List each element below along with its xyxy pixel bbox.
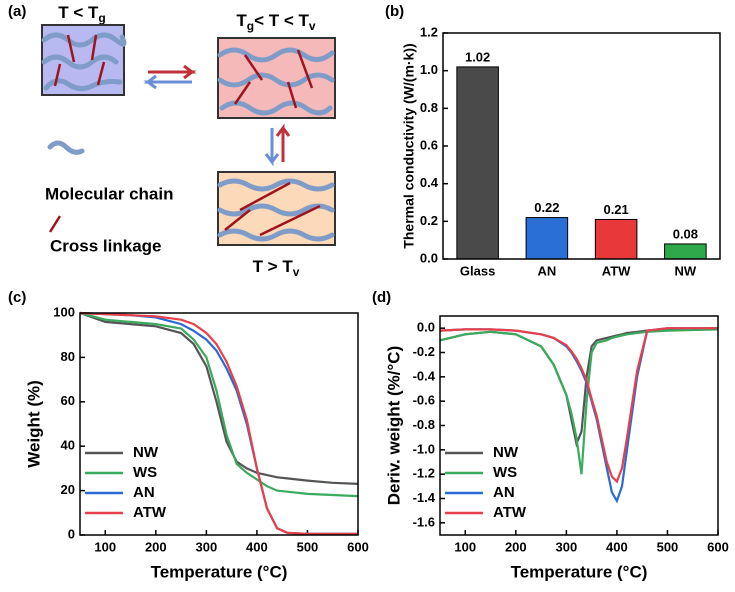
x-tick-label: 300 — [556, 539, 578, 554]
bar — [456, 66, 499, 260]
x-tick-label: AN — [537, 263, 556, 278]
x-tick-label: 400 — [606, 539, 628, 554]
x-tick-label: Glass — [460, 263, 495, 278]
value-label: 0.22 — [534, 200, 559, 215]
panel-label: (c) — [8, 289, 26, 306]
legend-label: AN — [133, 484, 155, 501]
legend-label: NW — [493, 444, 519, 461]
y-tick-label: 1.0 — [420, 62, 438, 77]
y-tick-label: 0.0 — [417, 320, 435, 335]
x-tick-label: 200 — [145, 539, 167, 554]
state-label: Tg< T < Tv — [236, 11, 316, 33]
value-label: 0.08 — [673, 226, 698, 241]
y-axis-label: Deriv. weight (%/°C) — [384, 346, 403, 506]
y-tick-label: -1.0 — [413, 441, 435, 456]
line — [79, 311, 359, 498]
y-tick-label: 100 — [53, 304, 75, 319]
y-tick-label: 0.2 — [420, 213, 438, 228]
y-tick-label: -0.8 — [413, 417, 435, 432]
x-axis-label: Temperature (°C) — [151, 562, 288, 581]
y-tick-label: 0 — [68, 526, 75, 541]
bar — [525, 217, 569, 260]
cross-links — [48, 34, 321, 237]
legend-label: ATW — [133, 504, 167, 521]
y-tick-label: 1.2 — [420, 24, 438, 39]
y-axis-label: Weight (%) — [24, 380, 43, 468]
line — [439, 327, 718, 504]
x-tick-label: 500 — [297, 539, 319, 554]
line — [439, 327, 719, 448]
bar — [594, 218, 638, 260]
y-tick-label: 20 — [61, 482, 75, 497]
line — [79, 311, 358, 535]
x-tick-label: ATW — [602, 263, 631, 278]
x-tick-label: 500 — [657, 539, 679, 554]
y-tick-label: 0.6 — [420, 137, 438, 152]
legend-label: NW — [133, 444, 159, 461]
x-tick-label: 600 — [707, 539, 729, 554]
plot-frame — [442, 32, 721, 260]
state-label: T < Tg — [58, 3, 106, 25]
legend-label: WS — [493, 464, 517, 481]
value-label: 1.02 — [465, 49, 490, 64]
legend-label: AN — [493, 484, 515, 501]
x-tick-label: 200 — [505, 539, 527, 554]
line — [79, 311, 358, 535]
panel-label: (b) — [385, 3, 404, 20]
x-tick-label: 600 — [347, 539, 369, 554]
line — [439, 328, 719, 475]
legend-text: Cross linkage — [50, 236, 162, 255]
value-label: 0.21 — [603, 202, 628, 217]
diagram: (a) T < Tg Tg< T < Tv T > Tv Molecular c… — [8, 3, 336, 279]
y-tick-label: -0.4 — [413, 368, 436, 383]
y-tick-label: 0.8 — [420, 100, 438, 115]
y-tick-label: -0.6 — [413, 393, 435, 408]
legend-label: ATW — [493, 504, 527, 521]
x-tick-label: 100 — [454, 539, 476, 554]
panel-label: (a) — [8, 3, 26, 20]
plot-frame — [79, 312, 359, 536]
y-tick-label: 80 — [61, 349, 75, 364]
x-axis-label: Temperature (°C) — [511, 562, 648, 581]
y-tick-label: -1.4 — [413, 490, 436, 505]
y-tick-label: 60 — [61, 393, 75, 408]
panel-label: (d) — [372, 289, 391, 306]
x-tick-label: 300 — [196, 539, 218, 554]
legend-label: WS — [133, 464, 157, 481]
legend-text: Molecular chain — [45, 184, 173, 203]
y-tick-label: 40 — [61, 438, 75, 453]
y-tick-label: -1.2 — [413, 466, 435, 481]
chains — [41, 32, 335, 242]
plot-frame — [439, 315, 719, 536]
y-tick-label: -0.2 — [413, 344, 435, 359]
arrows — [143, 64, 291, 167]
line — [439, 327, 718, 484]
y-axis-label: Thermal conductivity (W/(m·k)) — [401, 43, 417, 248]
state-label: T > Tv — [253, 257, 300, 279]
x-tick-label: 400 — [246, 539, 268, 554]
x-tick-label: NW — [675, 263, 697, 278]
y-tick-label: 0.0 — [420, 250, 438, 265]
bar — [664, 243, 707, 260]
x-tick-label: 100 — [94, 539, 116, 554]
y-tick-label: -1.6 — [413, 514, 435, 529]
y-tick-label: 0.4 — [420, 175, 439, 190]
